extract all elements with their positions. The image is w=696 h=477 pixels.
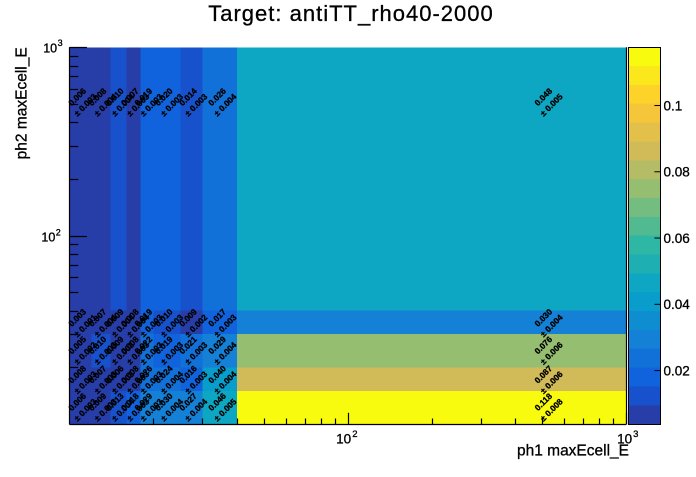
svg-text:2: 2 <box>56 227 61 237</box>
svg-text:10: 10 <box>41 231 55 245</box>
svg-text:3: 3 <box>633 429 638 440</box>
svg-text:10: 10 <box>617 432 632 447</box>
svg-text:0.06: 0.06 <box>664 231 690 246</box>
svg-text:0.08: 0.08 <box>664 165 690 180</box>
svg-text:0.02: 0.02 <box>664 363 690 378</box>
svg-text:3: 3 <box>58 38 63 48</box>
svg-text:0.04: 0.04 <box>664 297 691 312</box>
svg-text:0.1: 0.1 <box>664 98 683 113</box>
svg-text:10: 10 <box>43 41 57 55</box>
svg-text:ph1 maxEcell_E: ph1 maxEcell_E <box>517 443 629 460</box>
svg-text:ph2 maxEcell_E: ph2 maxEcell_E <box>14 47 31 159</box>
svg-text:Target: antiTT_rho40-2000: Target: antiTT_rho40-2000 <box>208 1 494 26</box>
svg-text:10: 10 <box>336 432 351 447</box>
svg-text:2: 2 <box>352 429 357 440</box>
